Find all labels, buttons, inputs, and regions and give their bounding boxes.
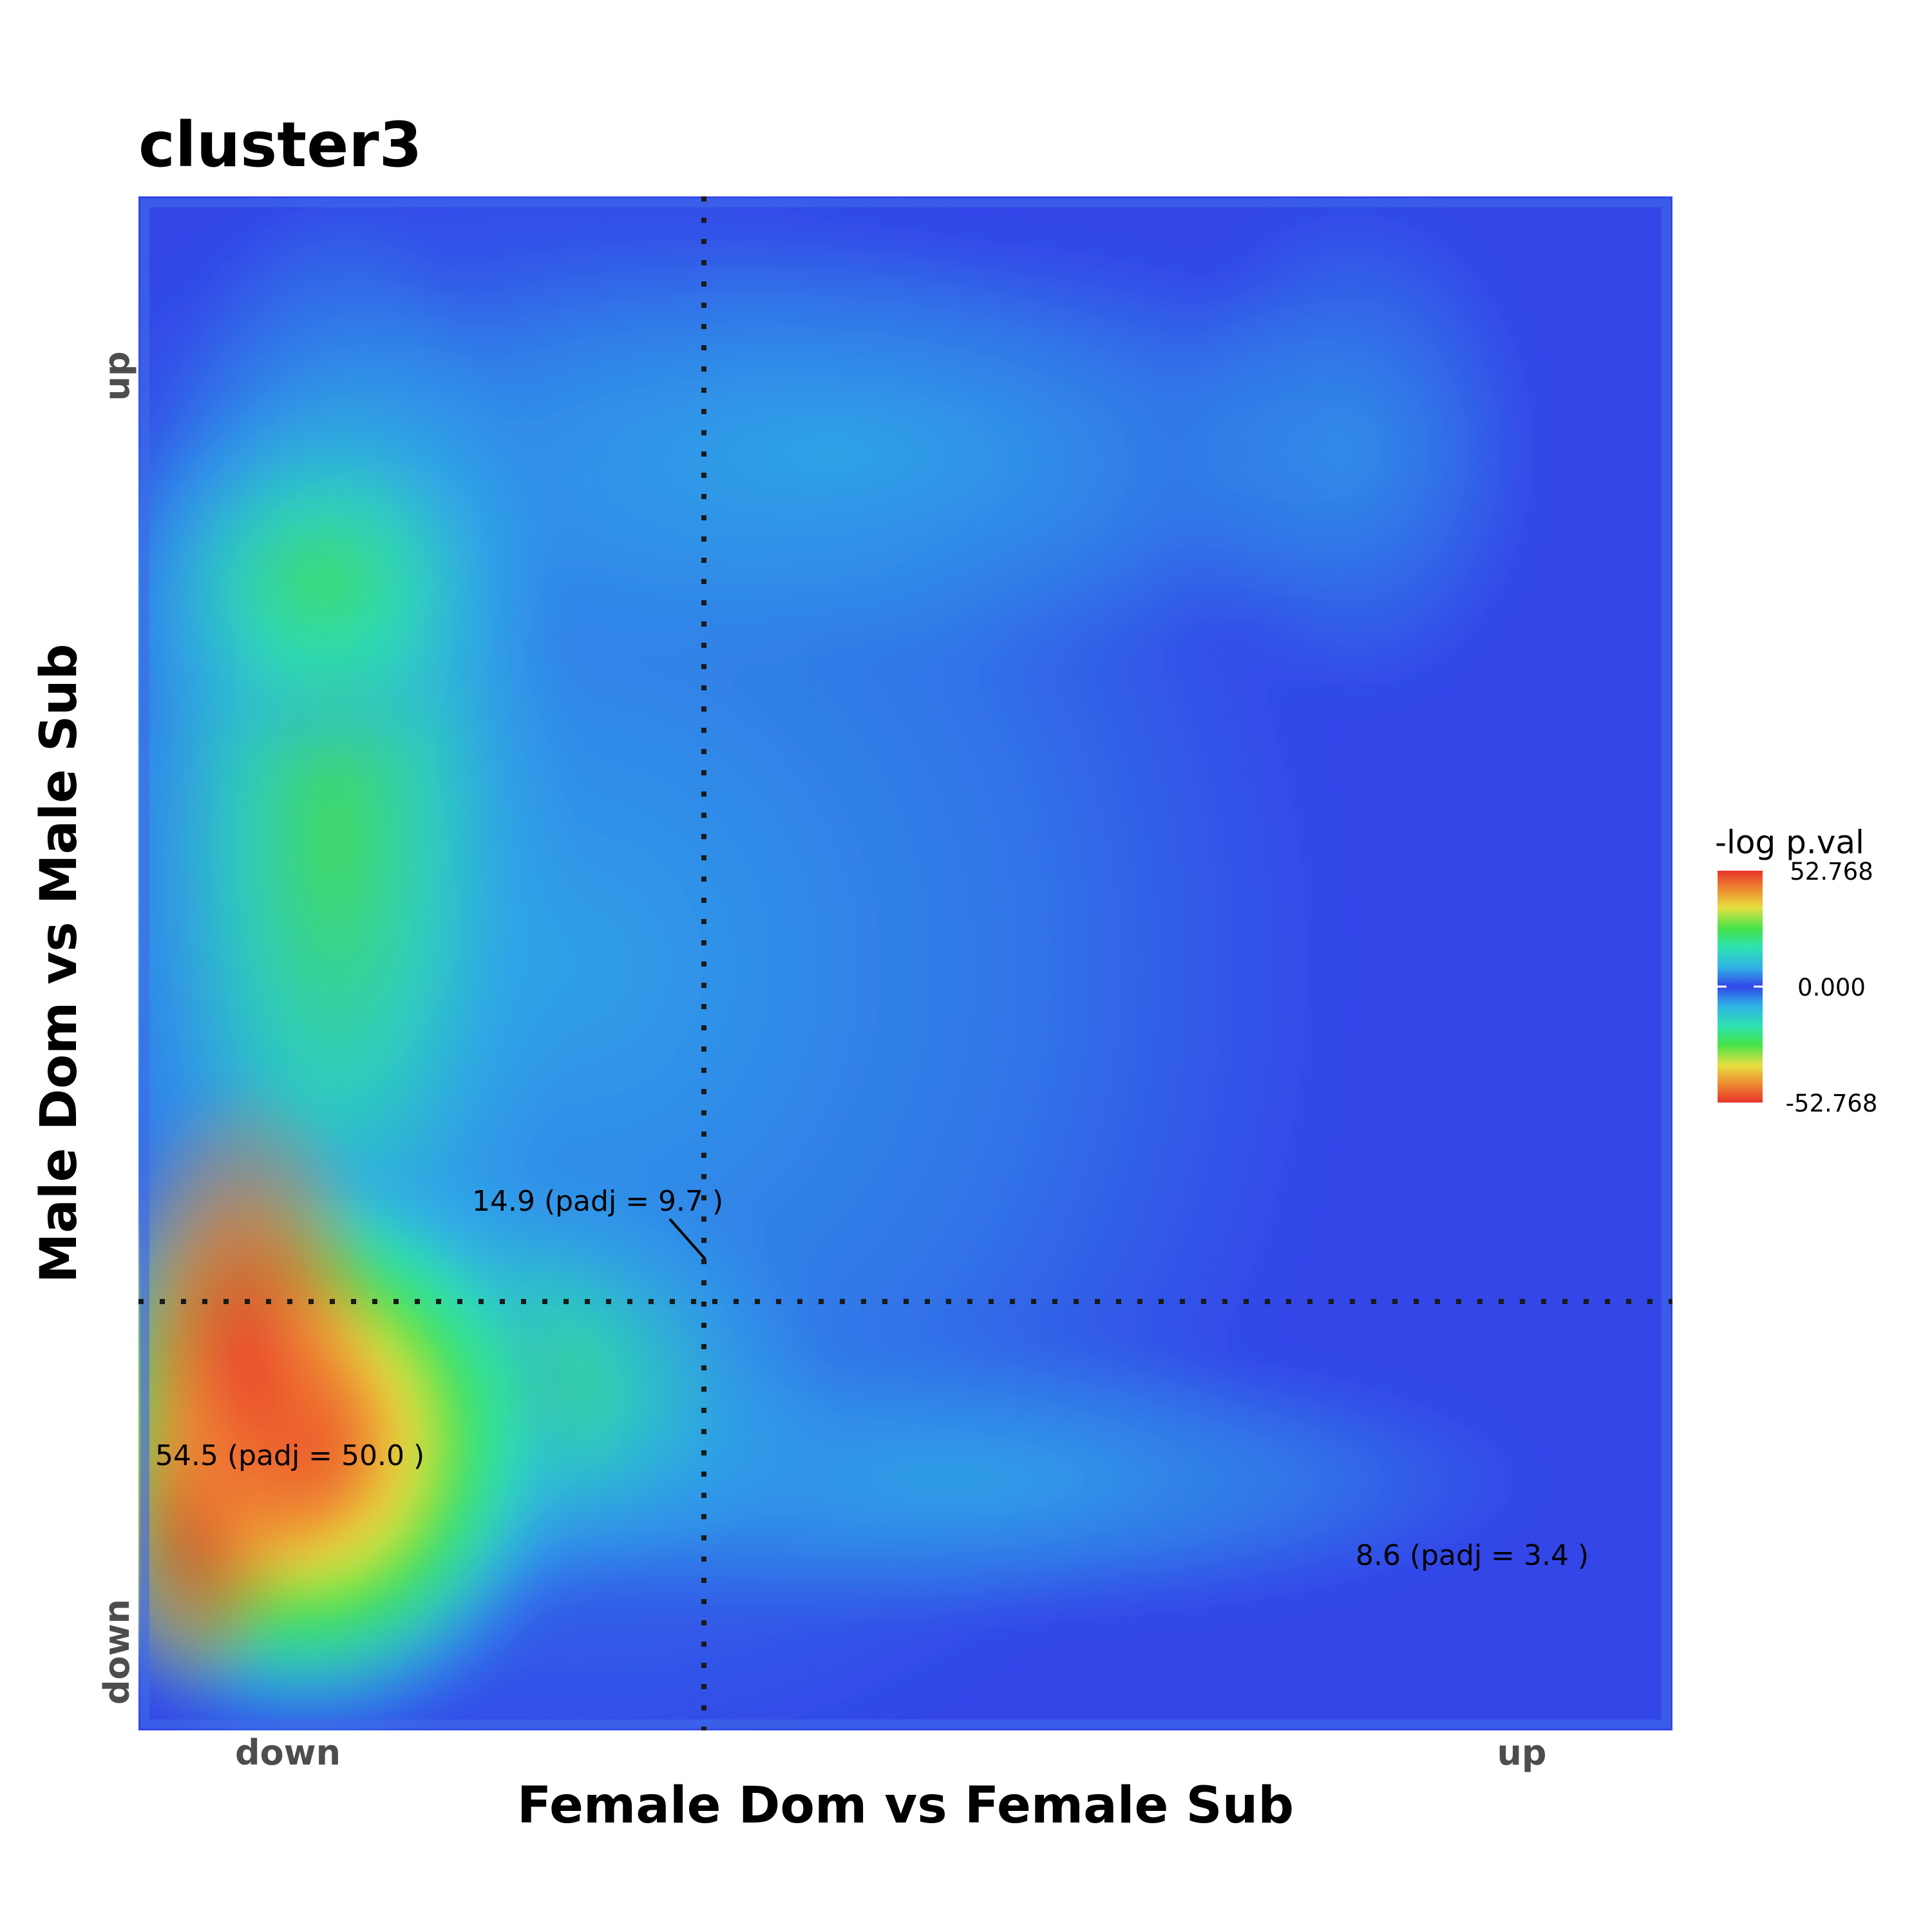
plot-area (138, 196, 1672, 1730)
heatmap-field (138, 196, 1546, 1730)
annotation-center-leader (668, 1218, 706, 1260)
legend-min-label: -52.768 (1786, 1090, 1878, 1117)
legend-mid-label: 0.000 (1797, 974, 1866, 1001)
y-tick-up: up (97, 351, 137, 401)
annotation-center: 14.9 (padj = 9.7 ) (472, 1185, 723, 1218)
annotation-down-down: 54.5 (padj = 50.0 ) (155, 1439, 424, 1472)
x-tick-up: up (1497, 1732, 1546, 1773)
x-axis-title: Female Dom vs Female Sub (517, 1777, 1294, 1835)
legend-title: -log p.val (1715, 824, 1864, 861)
annotation-up-down: 8.6 (padj = 3.4 ) (1356, 1539, 1589, 1572)
legend: -log p.val 52.768 0.000 -52.768 (1715, 824, 1877, 1117)
legend-max-label: 52.768 (1790, 858, 1873, 886)
chart-title: cluster3 (138, 109, 422, 181)
y-axis-title: Male Dom vs Male Sub (30, 644, 88, 1283)
y-tick-down: down (97, 1599, 137, 1705)
x-tick-down: down (235, 1732, 341, 1773)
